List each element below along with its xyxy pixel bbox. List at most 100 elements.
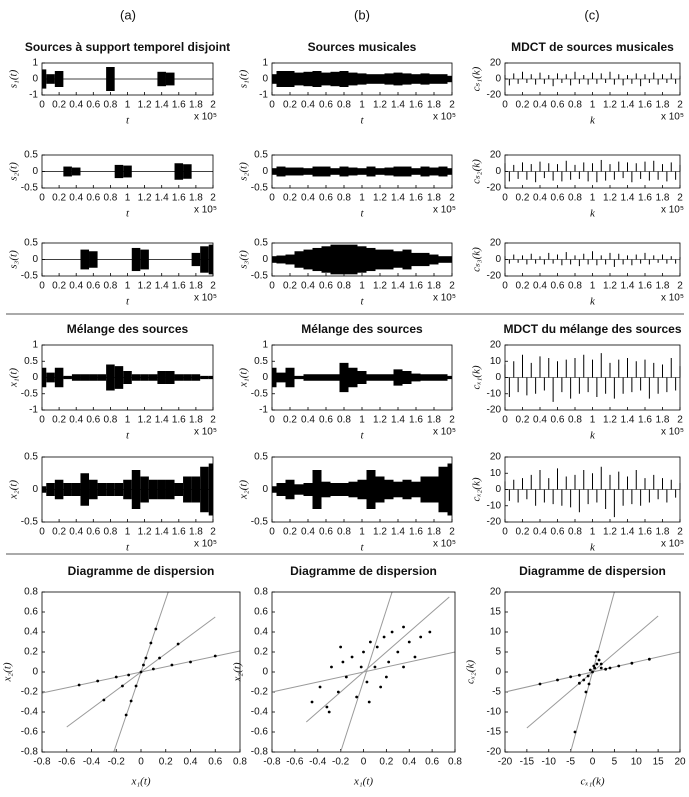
x-tick-label: 1 xyxy=(590,193,596,204)
scatter-point xyxy=(413,655,417,659)
waveform-segment xyxy=(411,74,421,84)
scatter-point xyxy=(149,641,153,645)
y-tick-label: -15 xyxy=(487,727,502,738)
x-tick-label: 20 xyxy=(674,757,686,768)
y-tick-label: -0.5 xyxy=(21,388,39,399)
plot-frame xyxy=(41,591,241,753)
waveform-segment xyxy=(357,73,367,85)
y-tick-label: 0 xyxy=(32,74,38,85)
x-tick-label: 0.4 xyxy=(69,527,83,538)
waveform-segment xyxy=(294,167,304,176)
scatter-point xyxy=(375,645,379,649)
scatter-point xyxy=(96,679,100,683)
x-tick-label: 1.6 xyxy=(172,281,186,292)
waveform-segment xyxy=(384,249,394,270)
x-tick-label: 15 xyxy=(653,757,665,768)
waveform-segment xyxy=(375,168,385,175)
waveform-segment xyxy=(89,479,98,500)
x-tick-label: 2 xyxy=(449,527,455,538)
scatter-point xyxy=(591,670,594,674)
x-tick-label: 1.6 xyxy=(409,281,423,292)
scatter-point xyxy=(213,654,217,658)
scatter-point xyxy=(604,667,608,671)
waveform-segment xyxy=(348,244,358,275)
y-tick-label: 0.5 xyxy=(24,150,38,161)
x-tick-label: 1 xyxy=(359,281,365,292)
y-tick-label: 0.6 xyxy=(254,607,268,618)
x-tick-label: 1 xyxy=(590,415,596,426)
x-tick-label: -10 xyxy=(542,757,557,768)
y-tick-label: 1 xyxy=(32,58,38,69)
scatter-point xyxy=(339,645,343,649)
scatter-point xyxy=(396,650,400,654)
x-tick-label: 1 xyxy=(125,100,131,111)
y-axis-label: s₃(t) xyxy=(8,250,20,269)
waveform-segment xyxy=(200,375,209,380)
scatter-point xyxy=(584,690,588,694)
x-tick-label: 0.8 xyxy=(233,757,247,768)
y-tick-label: -0.2 xyxy=(21,687,39,698)
waveform-segment xyxy=(89,251,98,268)
waveform-segment xyxy=(366,74,376,84)
x-tick-label: 2 xyxy=(210,281,216,292)
waveform-segment xyxy=(402,371,412,384)
waveform-segment xyxy=(183,476,192,503)
reference-line xyxy=(305,596,450,723)
x-tick-label: 1.8 xyxy=(427,527,441,538)
x-tick-label: 1.6 xyxy=(172,193,186,204)
waveform-segment xyxy=(447,463,452,516)
y-tick-label: 20 xyxy=(490,238,502,249)
waveform-segment xyxy=(348,367,358,388)
waveform-segment xyxy=(375,74,385,84)
waveform-segment xyxy=(272,74,277,84)
waveform-segment xyxy=(339,362,349,393)
waveform-segment xyxy=(191,374,201,381)
x-tick-label: 1.6 xyxy=(409,100,423,111)
x-axis-label: k xyxy=(590,542,596,554)
scatter-point xyxy=(189,660,192,664)
y-tick-label: -1 xyxy=(259,405,268,416)
x-tick-label: 1.6 xyxy=(172,527,186,538)
y-tick-label: 20 xyxy=(490,150,502,161)
x-tick-label: 0 xyxy=(269,281,275,292)
waveform-segment xyxy=(148,479,158,500)
plot-frame xyxy=(504,62,681,96)
waveform-segment xyxy=(312,166,322,177)
waveform-segment xyxy=(285,71,295,87)
waveform-segment xyxy=(312,374,322,381)
x-tick-label: 0.8 xyxy=(103,193,117,204)
waveform-segment xyxy=(89,374,98,381)
x-axis-label: k xyxy=(590,115,596,127)
y-axis-label: s₂(t) xyxy=(238,162,250,181)
waveform-segment xyxy=(312,470,322,509)
x-tick-label: 0.2 xyxy=(283,100,297,111)
scatter-point xyxy=(330,665,333,669)
x-tick-label: 1.8 xyxy=(656,193,670,204)
y-tick-label: 0 xyxy=(495,372,501,383)
y-tick-label: 20 xyxy=(490,58,502,69)
waveform-segment xyxy=(330,168,340,175)
waveform-segment xyxy=(402,479,412,500)
scatter-point xyxy=(588,668,592,672)
y-axis-label: s₁(t) xyxy=(238,69,250,88)
x-tick-label: 2 xyxy=(210,415,216,426)
x-axis-label: t xyxy=(126,430,130,442)
x-tick-label: 1 xyxy=(590,100,596,111)
x-tick-label: 1.8 xyxy=(427,193,441,204)
waveform-segment xyxy=(46,372,55,383)
y-tick-label: -20 xyxy=(487,271,502,282)
x-tick-label: 0.4 xyxy=(69,193,83,204)
waveform-segment xyxy=(393,481,403,498)
y-tick-label: -20 xyxy=(487,517,502,528)
x-tick-label: 1.4 xyxy=(621,415,635,426)
scatter-point xyxy=(569,675,573,679)
x-tick-label: 0.4 xyxy=(533,415,547,426)
scatter-point xyxy=(647,657,651,661)
waveform-segment xyxy=(272,168,277,175)
x-tick-label: 2 xyxy=(449,415,455,426)
reference-line xyxy=(340,591,393,753)
x-tick-label: -0.8 xyxy=(33,757,51,768)
waveform-segment xyxy=(339,244,349,275)
x-tick-label: 1.6 xyxy=(409,193,423,204)
waveform-segment xyxy=(429,254,439,265)
